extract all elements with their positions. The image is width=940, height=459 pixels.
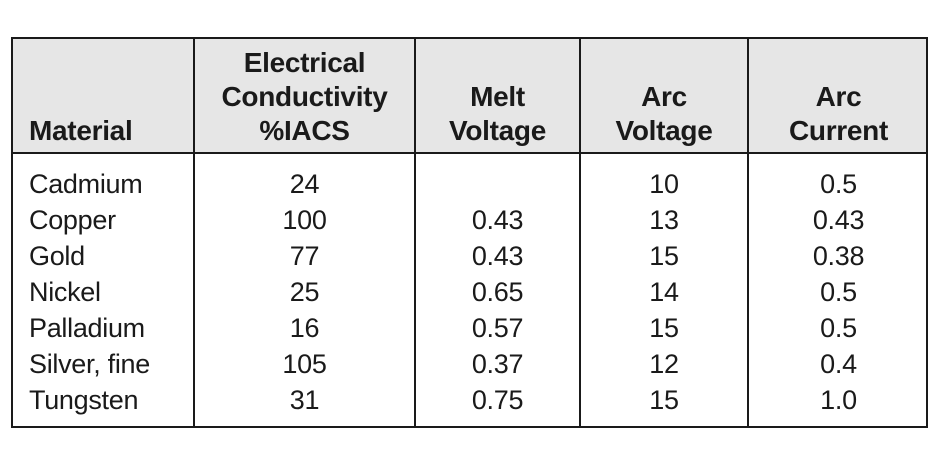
cell-melt-voltage (416, 166, 579, 202)
cell-melt-voltage: 0.57 (471, 313, 524, 343)
header-line: Material (29, 115, 133, 146)
cell-material: Nickel (29, 277, 101, 307)
table-row: Palladium 16 0.57 15 0.5 (13, 310, 926, 346)
column-divider (579, 39, 581, 426)
cell-conductivity: 31 (289, 385, 320, 415)
header-arc-voltage: Arc Voltage (581, 39, 747, 152)
cell-conductivity: 100 (282, 205, 327, 235)
header-material: Material (13, 39, 193, 152)
cell-melt-voltage: 0.65 (471, 277, 524, 307)
table-row: Gold 77 0.43 15 0.38 (13, 238, 926, 274)
cell-arc-current: 0.5 (820, 313, 857, 343)
table-row: Tungsten 31 0.75 15 1.0 (13, 382, 926, 418)
cell-conductivity: 105 (282, 349, 327, 379)
cell-arc-voltage: 12 (649, 349, 679, 379)
table-row: Copper 100 0.43 13 0.43 (13, 202, 926, 238)
cell-arc-voltage: 14 (649, 277, 679, 307)
cell-material: Gold (29, 241, 85, 271)
cell-melt-voltage: 0.43 (471, 241, 524, 271)
table-row: Nickel 25 0.65 14 0.5 (13, 274, 926, 310)
cell-conductivity: 77 (289, 241, 320, 271)
header-line: Current (788, 115, 889, 146)
cell-material: Cadmium (29, 169, 143, 199)
column-divider (414, 39, 416, 426)
cell-arc-current: 0.5 (820, 277, 857, 307)
cell-material: Silver, fine (29, 349, 150, 379)
header-line: %IACS (259, 115, 350, 146)
cell-conductivity: 25 (289, 277, 320, 307)
data-table: Material Electrical Conductivity %IACS M… (11, 37, 928, 428)
header-line: Melt (470, 81, 525, 112)
cell-arc-current: 1.0 (820, 385, 857, 415)
cell-conductivity: 16 (289, 313, 320, 343)
table-row: Silver, fine 105 0.37 12 0.4 (13, 346, 926, 382)
table-header (13, 39, 926, 154)
header-line: Arc (815, 81, 862, 112)
cell-arc-current: 0.4 (820, 349, 857, 379)
cell-melt-voltage: 0.75 (471, 385, 524, 415)
cell-arc-voltage: 13 (649, 205, 679, 235)
cell-arc-voltage: 15 (649, 385, 679, 415)
cell-arc-current: 0.43 (812, 205, 865, 235)
header-line: Conductivity (221, 81, 388, 112)
header-line: Voltage (449, 115, 546, 146)
header-electrical-conductivity: Electrical Conductivity %IACS (195, 39, 414, 152)
cell-melt-voltage: 0.37 (471, 349, 524, 379)
cell-melt-voltage: 0.43 (471, 205, 524, 235)
header-line: Arc (641, 81, 687, 112)
cell-arc-current: 0.38 (812, 241, 865, 271)
column-divider (193, 39, 195, 426)
header-arc-current: Arc Current (749, 39, 928, 152)
column-divider (747, 39, 749, 426)
cell-arc-voltage: 15 (649, 241, 679, 271)
header-line: Electrical (243, 47, 366, 78)
cell-material: Copper (29, 205, 116, 235)
cell-arc-voltage: 10 (649, 169, 679, 199)
cell-arc-voltage: 15 (649, 313, 679, 343)
cell-conductivity: 24 (289, 169, 320, 199)
cell-material: Tungsten (29, 385, 139, 415)
header-line: Voltage (615, 115, 713, 146)
table-row: Cadmium 24 10 0.5 (13, 166, 926, 202)
cell-material: Palladium (29, 313, 145, 343)
header-melt-voltage: Melt Voltage (416, 39, 579, 152)
cell-arc-current: 0.5 (820, 169, 857, 199)
